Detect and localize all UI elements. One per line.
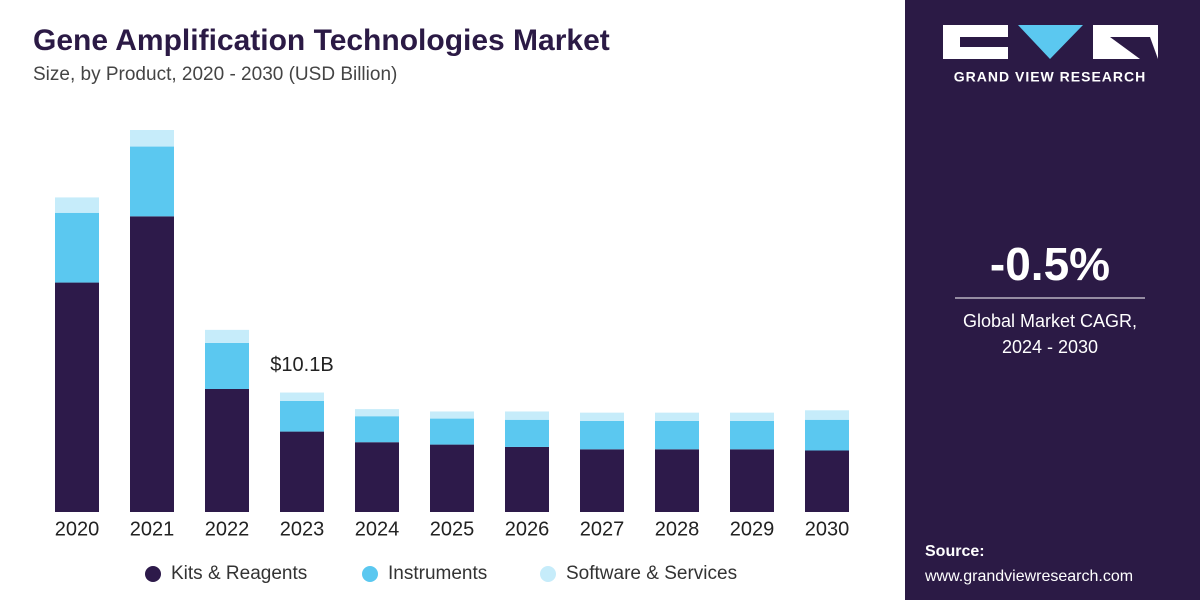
- bar-segment: [55, 212, 99, 283]
- chart-subtitle: Size, by Product, 2020 - 2030 (USD Billi…: [33, 64, 397, 85]
- data-label: $10.1B: [270, 354, 333, 376]
- bar-segment: [130, 146, 174, 217]
- x-tick-label: 2030: [805, 518, 850, 540]
- bar-segment: [55, 197, 99, 213]
- bar-segment: [505, 446, 549, 512]
- cagr-caption: 2024 - 2030: [1002, 337, 1098, 357]
- legend-marker: [145, 566, 161, 582]
- bar-segment: [130, 216, 174, 513]
- bar-segment: [355, 409, 399, 417]
- x-tick-label: 2029: [730, 518, 775, 540]
- x-tick-label: 2022: [205, 518, 250, 540]
- bar-segment: [580, 420, 624, 450]
- x-tick-label: 2023: [280, 518, 325, 540]
- legend-label: Kits & Reagents: [171, 563, 307, 584]
- legend-label: Instruments: [388, 563, 487, 584]
- bar-segment: [505, 411, 549, 420]
- bar-segment: [280, 431, 324, 512]
- bar-segment: [505, 419, 549, 447]
- legend-marker: [540, 566, 556, 582]
- bar-segment: [205, 329, 249, 343]
- cagr-value: -0.5%: [990, 238, 1110, 290]
- x-tick-label: 2021: [130, 518, 175, 540]
- chart-title: Gene Amplification Technologies Market: [33, 24, 610, 57]
- bar-segment: [730, 420, 774, 450]
- logo: [943, 25, 1158, 59]
- bar-segment: [430, 418, 474, 445]
- bar-segment: [655, 449, 699, 512]
- x-tick-label: 2024: [355, 518, 400, 540]
- bar-segment: [205, 342, 249, 390]
- bar-segment: [805, 419, 849, 451]
- bar-segment: [430, 444, 474, 512]
- bar-segment: [130, 130, 174, 147]
- bar-segment: [580, 412, 624, 421]
- logo-v: [1018, 25, 1083, 59]
- bar-segment: [280, 400, 324, 432]
- bar-segment: [355, 416, 399, 443]
- x-tick-label: 2020: [55, 518, 100, 540]
- bar-segment: [655, 420, 699, 450]
- brand-name: GRAND VIEW RESEARCH: [954, 69, 1146, 85]
- bar-segment: [205, 389, 249, 512]
- side-panel: [905, 0, 1200, 600]
- logo-cut: [1110, 37, 1158, 59]
- logo-cut: [960, 37, 1008, 47]
- x-tick-label: 2028: [655, 518, 700, 540]
- legend-marker: [362, 566, 378, 582]
- bar-segment: [655, 412, 699, 421]
- x-tick-label: 2026: [505, 518, 550, 540]
- bar-segment: [55, 282, 99, 512]
- x-tick-label: 2025: [430, 518, 475, 540]
- bar-segment: [280, 392, 324, 401]
- bar-segment: [355, 442, 399, 512]
- source-title: Source:: [925, 543, 985, 560]
- bar-segment: [805, 410, 849, 420]
- bar-segment: [430, 411, 474, 419]
- bar-segment: [805, 450, 849, 512]
- x-tick-label: 2027: [580, 518, 625, 540]
- bar-segment: [730, 449, 774, 512]
- source-url: www.grandviewresearch.com: [924, 568, 1133, 585]
- legend-label: Software & Services: [566, 563, 737, 584]
- bar-segment: [580, 449, 624, 512]
- cagr-caption: Global Market CAGR,: [963, 311, 1137, 331]
- bar-segment: [730, 412, 774, 421]
